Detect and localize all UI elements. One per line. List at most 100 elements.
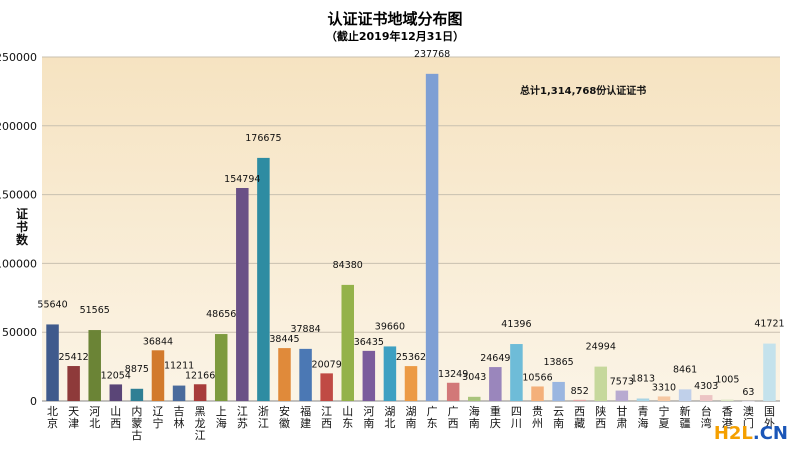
bar	[446, 382, 460, 401]
y-axis-label: 书	[16, 219, 28, 234]
category-label: 北	[384, 417, 395, 430]
y-tick-label: 250000	[0, 51, 37, 64]
category-label: 贵	[532, 405, 543, 418]
data-label: 24649	[480, 353, 510, 364]
bar	[383, 346, 397, 401]
category-label: 藏	[574, 417, 585, 430]
category-label: 澳	[743, 405, 754, 418]
bar	[88, 330, 101, 401]
data-label: 41721	[754, 319, 784, 330]
bar	[510, 344, 523, 401]
watermark-part1: H2L	[713, 423, 753, 444]
data-label: 25412	[59, 352, 89, 363]
data-label: 39660	[375, 321, 405, 332]
data-label: 38445	[269, 334, 299, 345]
category-label: 海	[216, 416, 227, 430]
category-label: 江	[237, 405, 248, 418]
category-label: 津	[68, 417, 79, 430]
category-label: 河	[363, 405, 374, 418]
category-label: 南	[406, 417, 417, 430]
category-label: 青	[637, 405, 648, 418]
category-label: 山	[110, 405, 121, 418]
bar	[236, 188, 249, 401]
category-label: 陕	[595, 404, 606, 418]
data-label: 176675	[245, 133, 281, 144]
data-label: 1813	[631, 374, 655, 385]
category-label: 湖	[406, 405, 417, 418]
category-label: 浙	[258, 405, 269, 418]
bar	[320, 373, 333, 401]
bar	[299, 348, 312, 401]
data-label: 24994	[586, 342, 616, 353]
category-label: 外	[764, 417, 775, 430]
bar	[278, 348, 291, 401]
category-label: 云	[553, 405, 564, 418]
category-label: 北	[47, 405, 58, 418]
bar	[67, 366, 80, 401]
y-tick-label: 150000	[0, 189, 37, 202]
bar	[636, 398, 650, 401]
plot-background	[42, 57, 780, 401]
category-label: 辽	[152, 405, 163, 418]
watermark-logo: H2L.CN	[714, 423, 788, 444]
bar	[172, 385, 186, 401]
chart-title: 认证证书地域分布图	[327, 10, 462, 28]
data-label: 37884	[290, 324, 320, 335]
bar	[109, 384, 123, 401]
category-label: 宁	[659, 404, 670, 418]
y-tick-label: 200000	[0, 120, 37, 133]
category-label: 西	[321, 417, 332, 430]
category-label: 门	[743, 416, 754, 430]
bar	[151, 350, 165, 401]
category-label: 港	[722, 417, 733, 430]
data-label: 12054	[101, 370, 131, 381]
category-label: 南	[553, 417, 564, 430]
category-label: 肃	[616, 417, 627, 430]
category-label: 广	[448, 405, 459, 418]
data-label: 84380	[333, 260, 363, 271]
data-label: 8461	[673, 364, 697, 375]
watermark-part2: .CN	[752, 423, 788, 444]
category-label: 海	[637, 416, 648, 430]
category-label: 川	[511, 417, 522, 430]
data-label: 1005	[715, 375, 739, 386]
category-label: 江	[321, 405, 332, 418]
bar	[678, 389, 692, 401]
y-tick-label: 0	[30, 395, 37, 408]
y-tick-label: 100000	[0, 257, 37, 270]
category-label: 安	[279, 404, 290, 418]
data-label: 11211	[164, 361, 194, 372]
data-label: 48656	[206, 309, 236, 320]
bar	[341, 284, 354, 401]
category-label: 建	[300, 416, 311, 430]
category-label: 疆	[680, 417, 691, 430]
category-label: 广	[427, 405, 438, 418]
category-label: 江	[195, 429, 206, 442]
category-label: 福	[300, 404, 311, 418]
bar	[531, 386, 544, 401]
category-label: 苏	[237, 417, 248, 430]
data-label: 4303	[694, 381, 718, 392]
data-label: 12166	[185, 370, 215, 381]
y-axis-label: 证	[16, 207, 28, 221]
category-label: 南	[469, 417, 480, 430]
category-label: 东	[342, 417, 353, 430]
bar	[425, 73, 439, 401]
total-annotation: 总计1,314,768份认证证书	[520, 84, 646, 97]
category-label: 徽	[279, 416, 290, 430]
bar	[763, 343, 776, 401]
data-label: 63	[742, 387, 754, 398]
category-label: 新	[680, 404, 691, 418]
data-label: 13249	[438, 369, 468, 380]
category-label: 西	[574, 405, 585, 418]
category-label: 西	[110, 417, 121, 430]
category-label: 吉	[174, 405, 185, 418]
data-label: 41396	[501, 319, 531, 330]
category-label: 州	[532, 417, 543, 430]
category-label: 黑	[195, 405, 206, 418]
y-axis-label: 数	[16, 232, 29, 247]
data-label: 36435	[354, 337, 384, 348]
category-label: 湖	[384, 405, 395, 418]
category-label: 湾	[701, 416, 712, 430]
